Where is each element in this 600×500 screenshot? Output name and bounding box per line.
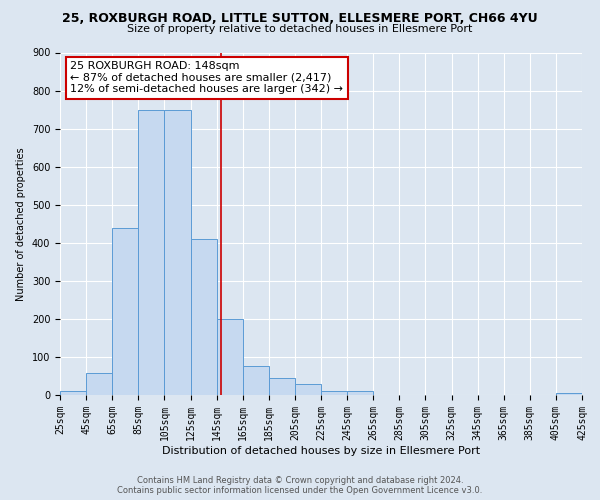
Text: Contains HM Land Registry data © Crown copyright and database right 2024.
Contai: Contains HM Land Registry data © Crown c…	[118, 476, 482, 495]
Bar	[556, 393, 582, 395]
Text: 25, ROXBURGH ROAD, LITTLE SUTTON, ELLESMERE PORT, CH66 4YU: 25, ROXBURGH ROAD, LITTLE SUTTON, ELLESM…	[62, 12, 538, 26]
Bar	[217, 319, 242, 395]
Text: 25 ROXBURGH ROAD: 148sqm
← 87% of detached houses are smaller (2,417)
12% of sem: 25 ROXBURGH ROAD: 148sqm ← 87% of detach…	[70, 61, 343, 94]
Bar	[139, 110, 164, 395]
Bar	[269, 378, 295, 395]
Bar	[242, 366, 269, 395]
Bar	[164, 110, 191, 395]
Text: Size of property relative to detached houses in Ellesmere Port: Size of property relative to detached ho…	[127, 24, 473, 34]
Y-axis label: Number of detached properties: Number of detached properties	[16, 147, 26, 300]
Bar	[112, 228, 139, 395]
Bar	[191, 239, 217, 395]
Bar	[60, 391, 86, 395]
X-axis label: Distribution of detached houses by size in Ellesmere Port: Distribution of detached houses by size …	[162, 446, 480, 456]
Bar	[347, 391, 373, 395]
Bar	[86, 373, 112, 395]
Bar	[295, 384, 321, 395]
Bar	[321, 391, 347, 395]
